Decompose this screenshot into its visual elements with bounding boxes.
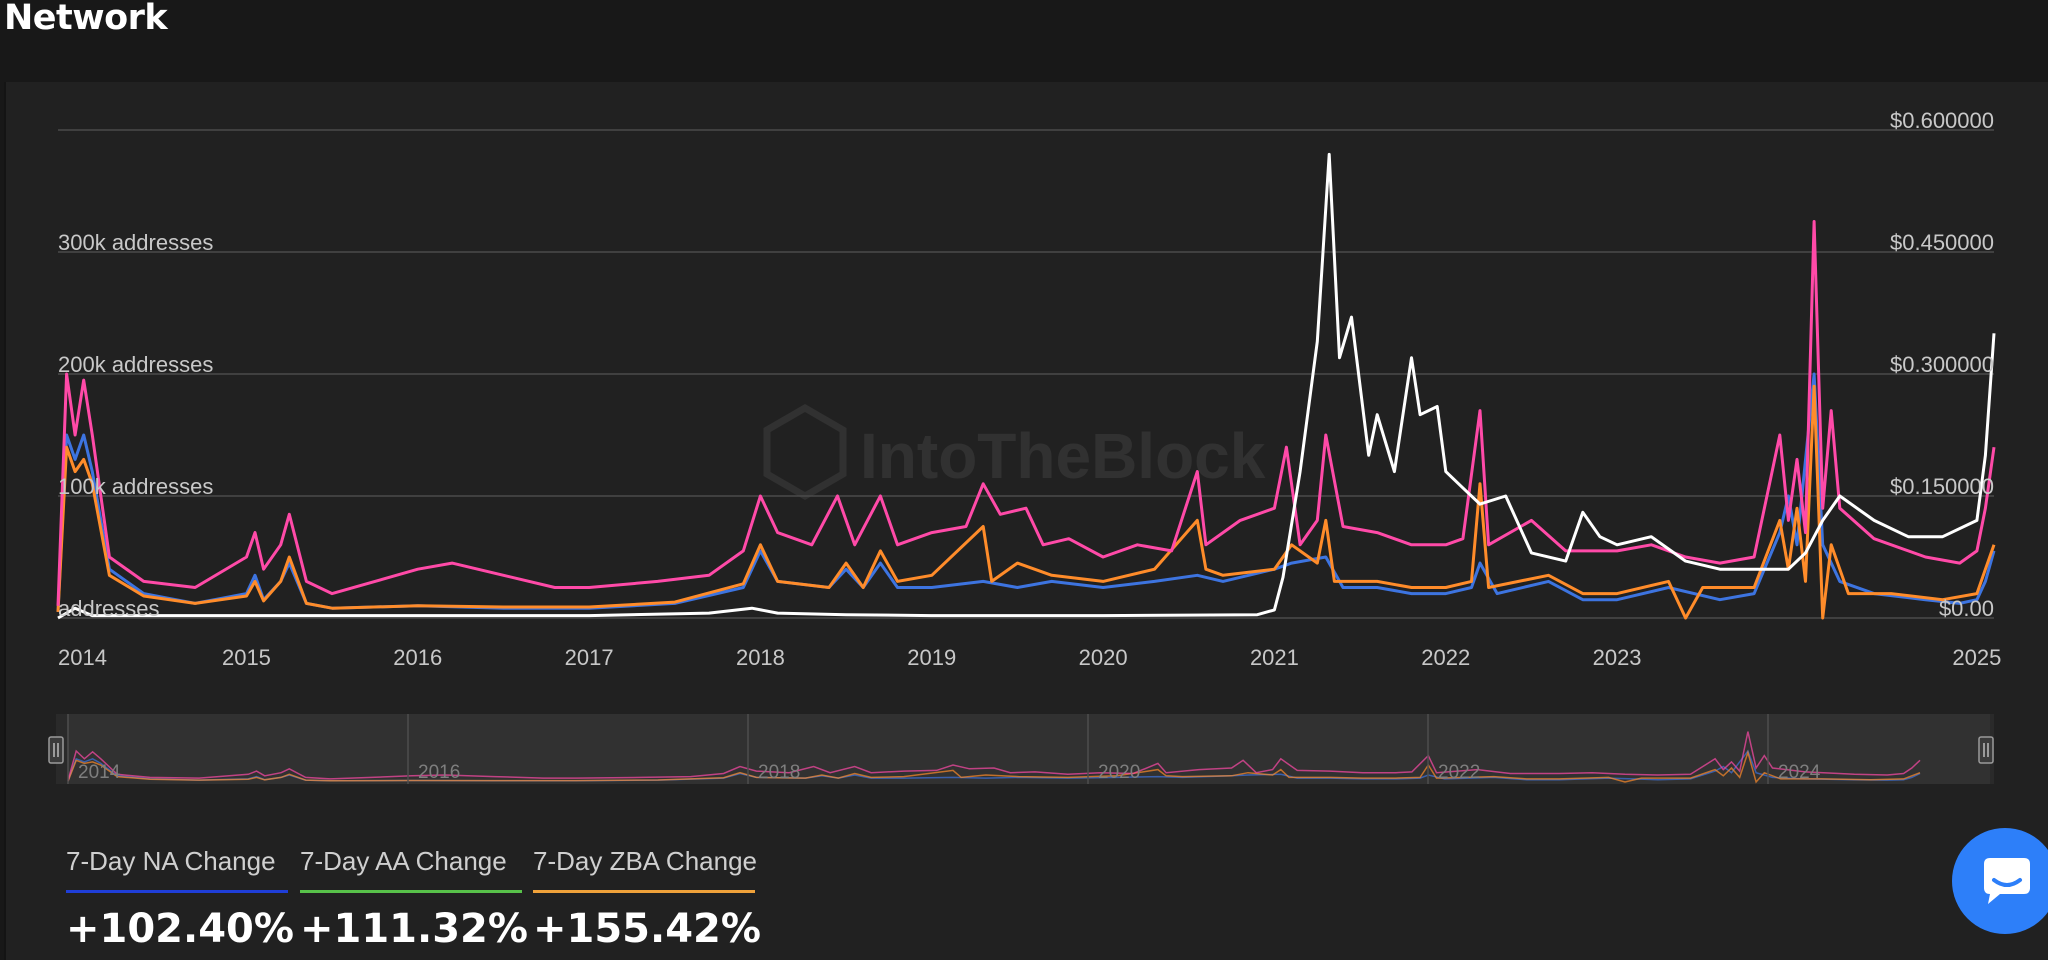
legend-swatch: [533, 890, 755, 893]
navigator-lines: [67, 731, 1921, 784]
navigator-label: 2020: [1098, 762, 1140, 783]
series-layer: [56, 152, 1996, 620]
series-line-2: [56, 220, 1996, 606]
y-left-tick-label: addresses: [58, 596, 160, 621]
legend-value: +102.40%: [66, 906, 294, 952]
x-tick-label: 2025: [1952, 645, 2001, 670]
x-tick-label: 2014: [58, 645, 107, 670]
x-tick-label: 2022: [1421, 645, 1470, 670]
navigator-label: 2022: [1438, 762, 1480, 783]
x-tick-label: 2018: [736, 645, 785, 670]
navigator-label: 2024: [1778, 762, 1821, 783]
y-left-tick-label: 300k addresses: [58, 230, 213, 255]
navigator-right-handle[interactable]: [1978, 736, 1994, 764]
legend-aa-change[interactable]: 7-Day AA Change +111.32%: [300, 846, 528, 952]
legend-label: 7-Day NA Change: [66, 846, 276, 876]
axis-labels: addresses 100k addresses 200k addresses 300…: [58, 108, 2001, 670]
navigator-label: 2016: [418, 762, 460, 783]
y-right-tick-label: $0.300000: [1890, 352, 1994, 377]
legend-label: 7-Day ZBA Change: [533, 846, 758, 876]
navigator-labels: 2014 2016 2018 2020 2022 2024: [67, 714, 1821, 784]
legend-swatch: [66, 890, 288, 893]
legend-value: +111.32%: [300, 906, 528, 952]
navigator-series-2: [67, 731, 1921, 781]
x-tick-label: 2016: [393, 645, 442, 670]
watermark-icon: [763, 403, 847, 501]
y-left-tick-label: 200k addresses: [58, 352, 213, 377]
series-line-3: [57, 152, 1996, 620]
chart-grid: [58, 129, 1994, 619]
x-tick-label: 2020: [1079, 645, 1128, 670]
navigator-left-handle[interactable]: [48, 736, 64, 764]
legend-na-change[interactable]: 7-Day NA Change +102.40%: [66, 846, 294, 952]
y-right-tick-label: $0.150000: [1890, 474, 1994, 499]
navigator-series-1: [67, 749, 1921, 784]
range-navigator[interactable]: 2014 2016 2018 2020 2022 2024: [48, 714, 1994, 784]
y-right-tick-label: $0.600000: [1890, 108, 1994, 133]
x-tick-label: 2023: [1593, 645, 1642, 670]
watermark-logo: IntoTheBlock: [763, 403, 1266, 501]
navigator-label: 2018: [758, 762, 800, 783]
legend-swatch: [300, 890, 522, 893]
y-right-tick-label: $0.450000: [1890, 230, 1994, 255]
watermark-text: IntoTheBlock: [860, 420, 1266, 492]
y-left-tick-label: 100k addresses: [58, 474, 213, 499]
series-line-1: [56, 384, 1996, 620]
chart-panel: [4, 82, 2048, 960]
chat-button[interactable]: [1952, 828, 2048, 934]
header: Network: [0, 0, 2048, 82]
page-title: Network: [4, 0, 168, 38]
legend-value: +155.42%: [533, 906, 761, 952]
chat-icon: [1984, 858, 2030, 904]
x-tick-label: 2021: [1250, 645, 1299, 670]
y-right-tick-label: $0.00: [1939, 596, 1994, 621]
series-line-0: [56, 372, 1996, 612]
x-tick-label: 2017: [565, 645, 614, 670]
x-tick-label: 2015: [222, 645, 271, 670]
navigator-label: 2014: [78, 762, 121, 783]
legend-zba-change[interactable]: 7-Day ZBA Change +155.42%: [533, 846, 761, 952]
x-tick-label: 2019: [907, 645, 956, 670]
legend-label: 7-Day AA Change: [300, 846, 507, 876]
